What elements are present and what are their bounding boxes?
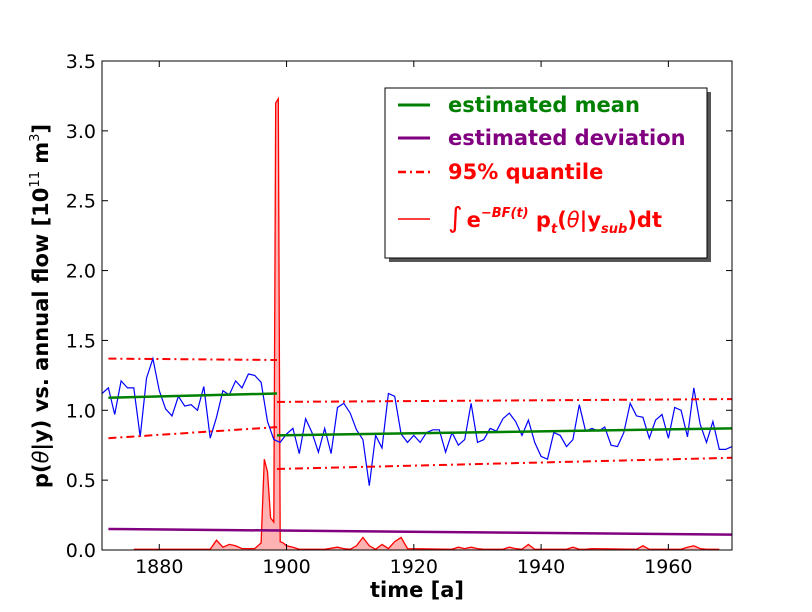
annual-flow-line xyxy=(101,356,733,486)
y-tick-label: 3.0 xyxy=(66,121,96,143)
y-tick-label: 1.5 xyxy=(66,330,96,352)
quantile-segment-4 xyxy=(276,456,733,470)
legend-label-posterior: ∫ e−BF(t) pt(θ|ysub)dt xyxy=(448,201,662,237)
y-tick-label: 0.0 xyxy=(66,540,96,562)
x-axis-title: time [a] xyxy=(370,578,464,602)
x-tick-label: 1940 xyxy=(517,556,565,578)
y-tick-label: 1.0 xyxy=(66,400,96,422)
x-tick-label: 1900 xyxy=(262,556,310,578)
y-tick-label: 3.5 xyxy=(66,51,96,73)
axis-ticks: 1880 1900 1920 1940 1960 0.0 0.5 1.0 1.5 2.0 2.5 3.… xyxy=(66,51,732,578)
mean-segment-2 xyxy=(276,427,733,437)
y-tick-label: 2.0 xyxy=(66,261,96,283)
plot-content xyxy=(101,96,733,551)
legend-label-mean: estimated mean xyxy=(448,93,640,117)
y-tick-label: 2.5 xyxy=(66,191,96,213)
mean-segment-1 xyxy=(108,392,278,399)
quantile-segment-2 xyxy=(276,398,733,403)
legend-label-quantile: 95% quantile xyxy=(448,160,603,184)
x-tick-label: 1960 xyxy=(644,556,692,578)
deviation-line xyxy=(108,527,733,536)
y-tick-label: 0.5 xyxy=(66,470,96,492)
quantile-segment-3 xyxy=(108,426,278,440)
x-tick-label: 1920 xyxy=(390,556,438,578)
y-axis-title: p(θ|y) vs. annual flow [1011 m3] xyxy=(28,124,54,488)
legend-label-deviation: estimated deviation xyxy=(448,126,686,150)
x-tick-label: 1880 xyxy=(135,556,183,578)
quantile-segment-1 xyxy=(108,357,278,361)
posterior-density-line xyxy=(133,96,720,551)
legend: estimated mean estimated deviation 95% q… xyxy=(384,87,711,262)
legend-box xyxy=(384,87,708,259)
plot-frame xyxy=(101,60,733,551)
